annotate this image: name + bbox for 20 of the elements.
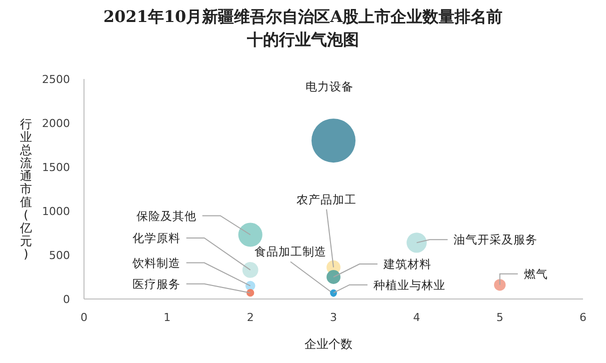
y-axis-title: 行业总流通市值(亿元) <box>20 117 32 261</box>
series-label: 燃气 <box>524 266 548 281</box>
x-tick-label: 2 <box>246 311 254 324</box>
x-tick-label: 4 <box>413 311 420 324</box>
title: 2021年10月新疆维吾尔自治区A股上市企业数量排名前十的行业气泡图 <box>103 7 503 49</box>
series: 电力设备 <box>306 80 356 163</box>
series: 油气开采及服务 <box>406 232 538 253</box>
x-tick-label: 6 <box>580 311 586 324</box>
y-tick-label: 0 <box>63 293 70 306</box>
y-tick-label: 2000 <box>42 117 70 130</box>
x-tick-label: 1 <box>164 311 171 324</box>
x-tick-label: 0 <box>80 311 88 324</box>
y-tick-label: 500 <box>49 249 70 262</box>
y-tick-label: 2500 <box>42 73 70 86</box>
x-tick-label: 3 <box>330 311 337 324</box>
x-tick-label: 5 <box>496 311 504 324</box>
y-tick-label: 1000 <box>42 205 70 218</box>
series: 医疗服务 <box>132 276 254 297</box>
y-tick-label: 1500 <box>42 161 70 174</box>
x-axis-title: 企业个数 <box>304 337 352 351</box>
